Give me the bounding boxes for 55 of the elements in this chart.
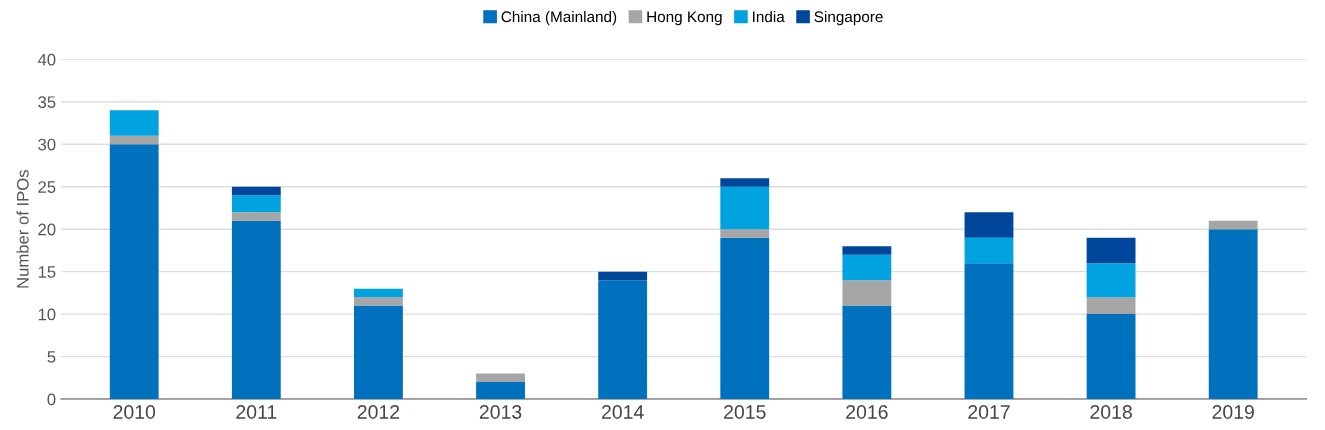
bar [720, 229, 770, 238]
y-tick-label: 25 [38, 181, 56, 193]
bar [598, 280, 648, 400]
x-tick-label: 2019 [1212, 405, 1254, 419]
x-tick-label: 2011 [236, 405, 277, 419]
x-tick-label: 2018 [1090, 405, 1132, 419]
bar [720, 186, 770, 230]
bar [109, 144, 159, 400]
bar [598, 271, 648, 281]
bar [231, 186, 281, 196]
bar [964, 263, 1014, 400]
y-axis-title: Number of IPOs [16, 170, 29, 288]
x-tick-label: 2017 [968, 405, 1010, 419]
bar [231, 220, 281, 400]
x-tick-label: 2010 [113, 405, 156, 419]
x-tick-label: 2015 [724, 405, 766, 419]
bar [109, 135, 159, 145]
bar [476, 382, 525, 400]
x-tick-label: 2013 [479, 405, 522, 419]
y-tick-label: 30 [38, 138, 56, 151]
bar [842, 280, 892, 306]
bar [109, 110, 159, 136]
bar [1208, 229, 1258, 400]
bar [1208, 220, 1258, 230]
bar [231, 212, 281, 221]
x-tick-label: 2016 [846, 405, 888, 419]
y-tick-label: 15 [38, 266, 56, 278]
y-tick-label: 20 [38, 223, 56, 236]
bar [842, 246, 892, 255]
legend-label: India [753, 10, 785, 23]
bar [842, 305, 892, 400]
y-tick-label: 40 [37, 53, 56, 66]
bar [1086, 314, 1136, 400]
bar [476, 373, 525, 383]
bar [720, 178, 770, 187]
bar [231, 195, 281, 213]
bar [1086, 237, 1136, 264]
bar [1086, 263, 1136, 298]
bar [354, 288, 403, 298]
y-tick-label: 0 [47, 393, 56, 406]
bar [354, 297, 403, 306]
bar [964, 237, 1014, 264]
legend-label: Singapore [814, 10, 883, 26]
y-tick-label: 10 [38, 308, 56, 321]
bar [1086, 297, 1136, 315]
bar [354, 305, 403, 400]
y-tick-label: 35 [38, 96, 56, 109]
x-tick-label: 2012 [357, 405, 400, 419]
legend-label: Hong Kong [647, 11, 722, 26]
x-tick-label: 2014 [602, 405, 644, 419]
y-tick-label: 5 [47, 351, 56, 363]
bar [964, 212, 1014, 238]
bar [720, 237, 770, 400]
legend-label: China (Mainland) [501, 10, 617, 26]
bar [842, 254, 892, 281]
